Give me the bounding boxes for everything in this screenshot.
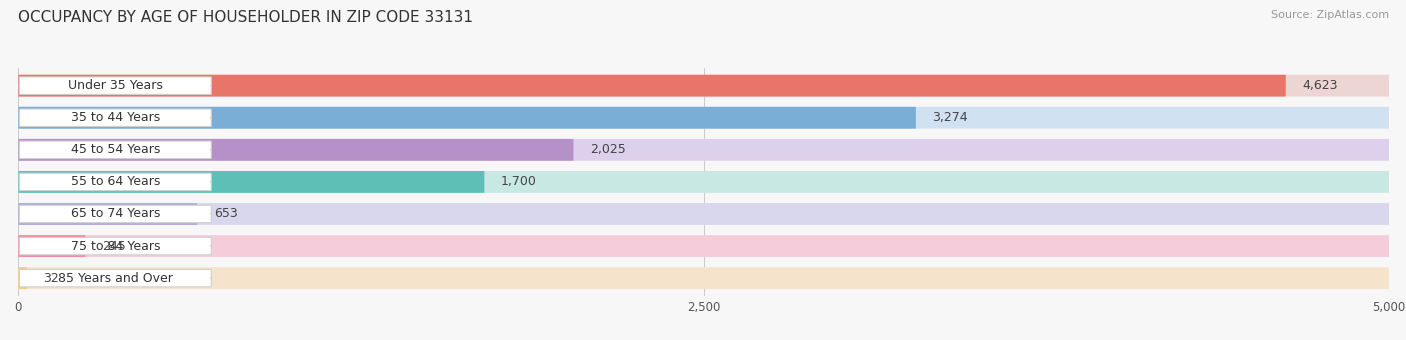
Text: 85 Years and Over: 85 Years and Over [58, 272, 173, 285]
FancyBboxPatch shape [18, 171, 1389, 193]
Text: 245: 245 [101, 240, 125, 253]
Text: 75 to 84 Years: 75 to 84 Years [70, 240, 160, 253]
Text: 653: 653 [214, 207, 238, 220]
FancyBboxPatch shape [18, 267, 27, 289]
FancyBboxPatch shape [18, 75, 1285, 97]
Text: 1,700: 1,700 [501, 175, 537, 188]
FancyBboxPatch shape [20, 77, 211, 95]
FancyBboxPatch shape [18, 107, 915, 129]
Text: Under 35 Years: Under 35 Years [67, 79, 163, 92]
Text: 35 to 44 Years: 35 to 44 Years [70, 111, 160, 124]
FancyBboxPatch shape [18, 139, 1389, 161]
Text: 3,274: 3,274 [932, 111, 967, 124]
FancyBboxPatch shape [18, 235, 86, 257]
FancyBboxPatch shape [18, 139, 574, 161]
FancyBboxPatch shape [18, 107, 1389, 129]
FancyBboxPatch shape [20, 269, 211, 287]
FancyBboxPatch shape [20, 173, 211, 191]
Text: 2,025: 2,025 [591, 143, 626, 156]
Text: Source: ZipAtlas.com: Source: ZipAtlas.com [1271, 10, 1389, 20]
FancyBboxPatch shape [18, 203, 197, 225]
FancyBboxPatch shape [18, 235, 1389, 257]
FancyBboxPatch shape [18, 267, 1389, 289]
FancyBboxPatch shape [18, 203, 1389, 225]
Text: 65 to 74 Years: 65 to 74 Years [70, 207, 160, 220]
Text: 55 to 64 Years: 55 to 64 Years [70, 175, 160, 188]
FancyBboxPatch shape [18, 171, 484, 193]
FancyBboxPatch shape [20, 109, 211, 126]
FancyBboxPatch shape [20, 205, 211, 223]
Text: 4,623: 4,623 [1302, 79, 1337, 92]
Text: 32: 32 [44, 272, 59, 285]
Text: OCCUPANCY BY AGE OF HOUSEHOLDER IN ZIP CODE 33131: OCCUPANCY BY AGE OF HOUSEHOLDER IN ZIP C… [18, 10, 474, 25]
FancyBboxPatch shape [20, 141, 211, 158]
FancyBboxPatch shape [20, 237, 211, 255]
Text: 45 to 54 Years: 45 to 54 Years [70, 143, 160, 156]
FancyBboxPatch shape [18, 75, 1389, 97]
